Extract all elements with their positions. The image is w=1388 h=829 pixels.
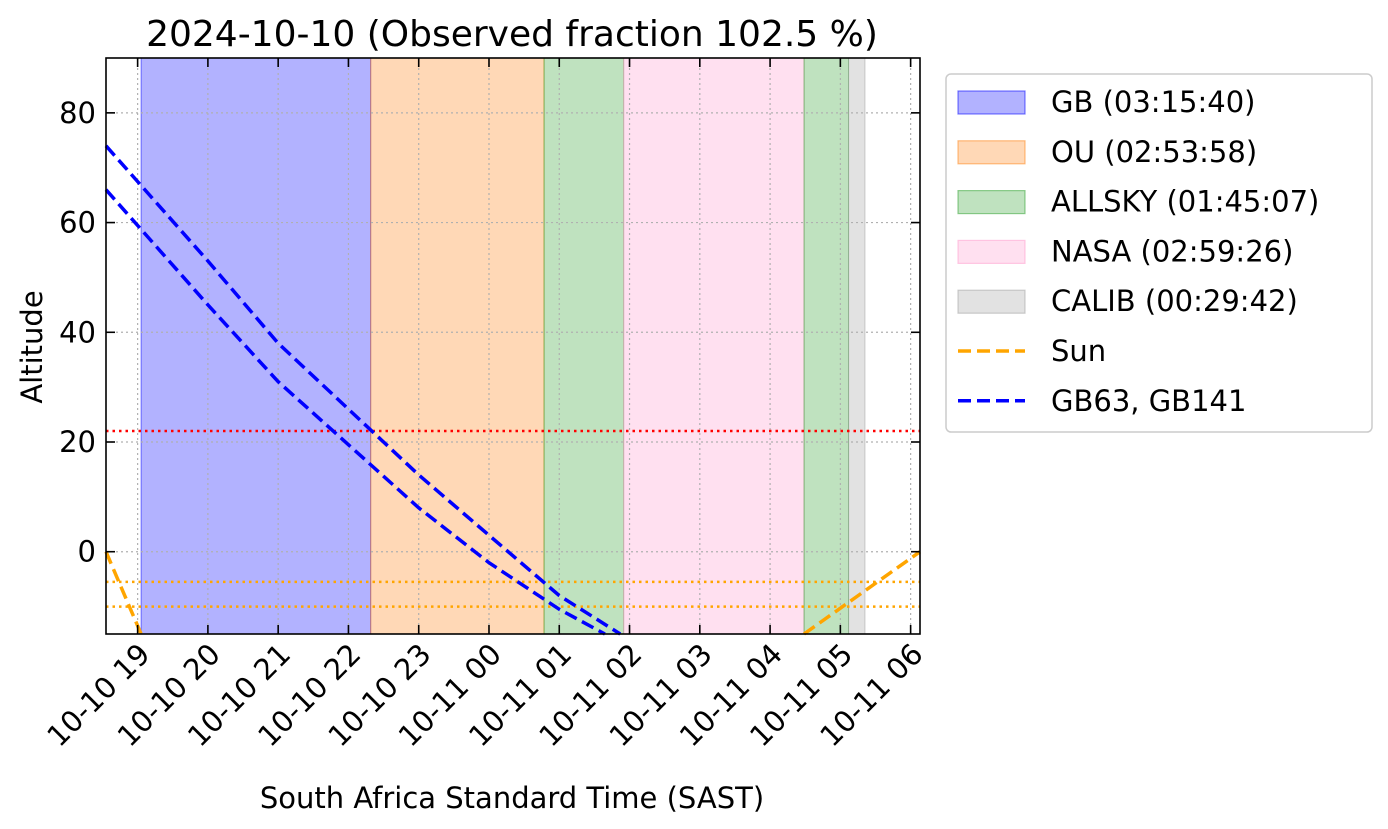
span-3 [623,57,805,635]
legend-swatch [957,140,1026,165]
legend: GB (03:15:40) OU (02:53:58) ALLSKY (01:45:… [945,73,1373,433]
legend-swatch [957,289,1026,314]
legend-label: GB (03:15:40) [1051,85,1255,119]
y-tick-label: 0 [78,535,96,569]
legend-label: Sun [1051,334,1106,368]
span-layer [140,57,866,635]
plot-frame [105,57,921,635]
span-2 [543,57,625,635]
series-line-0 [104,551,143,635]
series-line-1 [802,550,922,636]
legend-swatch [957,90,1026,115]
span-4 [803,57,850,635]
span-5 [848,57,866,635]
grid-layer [106,58,920,634]
legend-label: ALLSKY (01:45:07) [1051,185,1319,219]
legend-label: CALIB (00:29:42) [1051,284,1298,318]
span-1 [370,57,545,635]
y-tick-label: 20 [59,425,96,459]
chart-title: 2024-10-10 (Observed fraction 102.5 %) [146,14,878,55]
legend-swatch [957,239,1026,264]
y-tick-label: 40 [59,315,96,349]
legend-box [945,73,1373,433]
y-tick-label: 60 [59,206,96,240]
legend-label: OU (02:53:58) [1051,135,1257,169]
legend-label: GB63, GB141 [1051,384,1246,418]
series-layer [104,144,922,636]
span-0 [140,57,372,635]
x-axis-label: South Africa Standard Time (SAST) [260,781,764,815]
legend-label: NASA (02:59:26) [1051,234,1293,268]
reference-lines [106,429,920,608]
series-line-2 [104,144,622,636]
series-line-3 [104,188,606,636]
y-axis-label: Altitude [15,290,49,403]
axes-layer [105,57,921,635]
legend-swatch [957,190,1026,215]
y-tick-label: 80 [59,96,96,130]
